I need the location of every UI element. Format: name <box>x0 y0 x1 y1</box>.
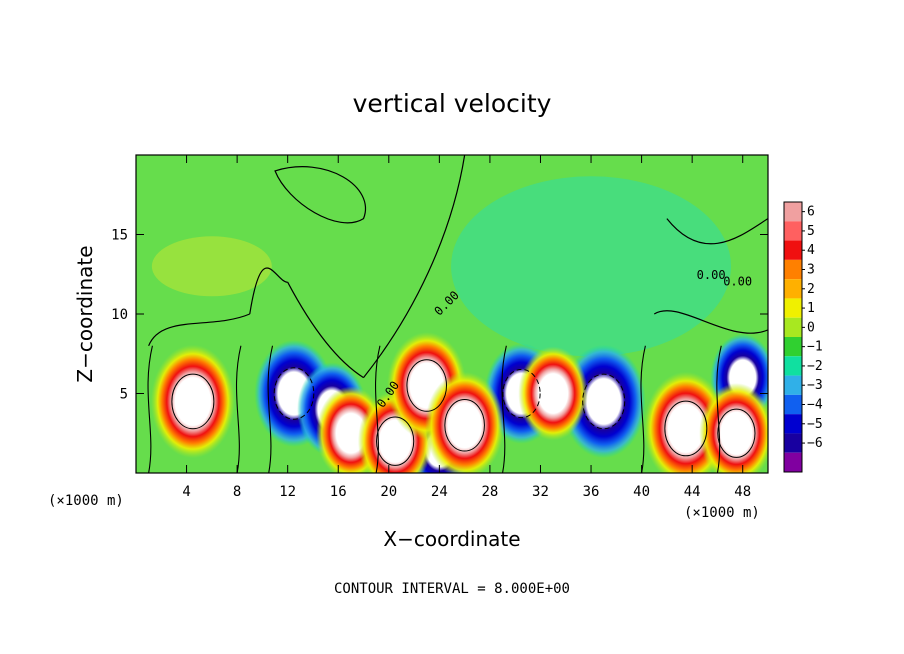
colorbar-label: −1 <box>807 340 823 355</box>
x-units-label-right: (×1000 m) <box>684 505 760 521</box>
colorbar-label: 4 <box>807 243 815 258</box>
contour-interval-note: CONTOUR INTERVAL = 8.000E+00 <box>334 581 570 597</box>
inner-contour <box>717 408 756 458</box>
y-tick-label: 5 <box>120 387 128 403</box>
x-tick-label: 12 <box>279 484 296 500</box>
upper-level-band <box>151 236 272 297</box>
x-tick-label: 40 <box>633 484 650 500</box>
colorbar-label: 5 <box>807 224 815 239</box>
inner-contour <box>502 368 541 419</box>
x-tick-label: 48 <box>734 484 751 500</box>
zero-contour <box>716 345 722 473</box>
inner-contour <box>444 399 485 452</box>
contour-label: 0.00 <box>723 274 752 288</box>
inner-contour <box>376 416 415 466</box>
x-axis-label: X−coordinate <box>383 527 520 551</box>
x-tick-label: 16 <box>330 484 347 500</box>
zero-contour <box>267 345 274 473</box>
colorbar-label: 6 <box>807 205 815 220</box>
colorbar-swatch <box>784 202 802 222</box>
y-tick-label: 15 <box>111 228 128 244</box>
inner-contour <box>273 367 315 420</box>
zero-contour <box>249 267 288 315</box>
inner-contour <box>582 373 626 430</box>
updraft-core <box>150 344 235 459</box>
colorbar-label: −5 <box>807 417 823 432</box>
colorbar-swatch <box>784 452 802 472</box>
x-tick-label: 44 <box>684 484 701 500</box>
colorbar: 6 5 4 3 2 1 0 −1 −2 −3 −4 −5 −6 <box>783 201 823 473</box>
inner-contour <box>406 359 448 412</box>
updraft-core <box>425 371 505 473</box>
zero-contour <box>666 218 768 245</box>
colorbar-label: 2 <box>807 282 815 297</box>
x-tick-label: 20 <box>380 484 397 500</box>
x-units-label-left: (×1000 m) <box>48 493 124 509</box>
inner-contour <box>664 400 708 457</box>
contour-label: 0.00 <box>697 268 726 282</box>
x-axis: 4 8 12 16 20 24 28 32 36 40 44 48 <box>182 155 751 500</box>
contour-lines: 0.000.000.000.00 <box>147 155 768 473</box>
colorbar-frame <box>783 201 803 473</box>
colorbar-label: −4 <box>807 398 823 413</box>
colorbar-label: 1 <box>807 301 815 316</box>
colorbar-label: −3 <box>807 378 823 393</box>
zero-contour <box>236 345 242 473</box>
chart-title: vertical velocity <box>353 89 552 118</box>
colorbar-swatch <box>784 375 802 395</box>
y-tick-label: 10 <box>111 307 128 323</box>
colorbar-swatch <box>784 394 802 415</box>
upper-level-band <box>451 176 732 357</box>
colorbar-swatch <box>784 240 802 260</box>
colorbar-swatch <box>784 298 802 318</box>
zero-contour <box>653 310 768 334</box>
x-tick-label: 36 <box>583 484 600 500</box>
colorbar-swatch <box>784 356 802 376</box>
x-tick-label: 8 <box>233 484 241 500</box>
colorbar-swatch <box>784 221 802 241</box>
zero-contour <box>148 313 250 347</box>
y-axis-label: Z−coordinate <box>73 245 97 382</box>
y-axis: 5 10 15 <box>111 228 768 403</box>
zero-contour <box>363 155 466 378</box>
zero-contour <box>640 345 646 473</box>
zero-contour <box>501 345 507 473</box>
x-tick-label: 4 <box>182 484 190 500</box>
colorbar-label: 3 <box>807 263 815 278</box>
updraft-core <box>699 383 768 473</box>
zero-contour <box>375 345 381 473</box>
colorbar-label: −2 <box>807 359 823 374</box>
inner-contour <box>171 373 215 430</box>
colorbar-swatch <box>784 279 802 299</box>
zero-contour <box>147 345 153 473</box>
colorbar-swatch <box>784 259 802 280</box>
zero-contour <box>274 166 366 224</box>
colorbar-label: −6 <box>807 436 823 451</box>
updraft-core <box>518 346 588 441</box>
colorbar-swatch <box>784 433 802 453</box>
colorbar-swatch <box>784 414 802 434</box>
x-tick-label: 28 <box>481 484 498 500</box>
colorbar-swatch <box>784 317 802 337</box>
colorbar-swatch <box>784 337 802 357</box>
x-tick-label: 32 <box>532 484 549 500</box>
colorbar-label: 0 <box>807 320 815 335</box>
x-tick-label: 24 <box>431 484 448 500</box>
zero-contour <box>287 281 364 379</box>
